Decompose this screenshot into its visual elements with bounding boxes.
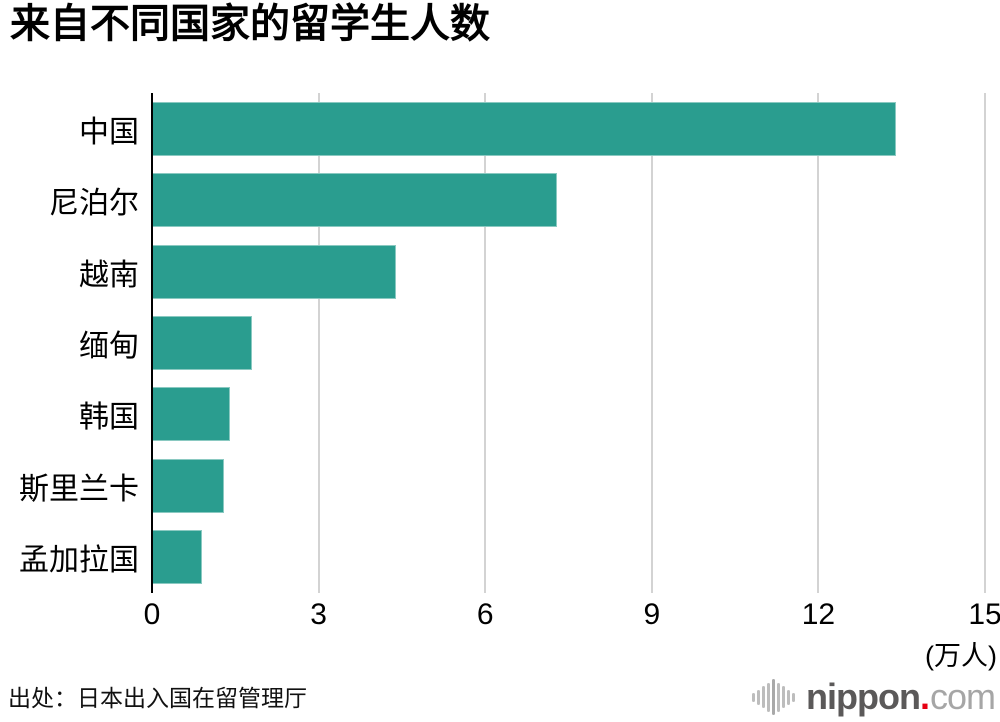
- x-tick-label: 3: [310, 598, 327, 631]
- logo-dot: .: [919, 676, 930, 717]
- category-label: 韩国: [79, 401, 139, 435]
- bar-row: 越南: [79, 236, 985, 307]
- soundwave-icon: [751, 677, 796, 717]
- x-tick-label: 12: [801, 598, 836, 631]
- bar-row: 中国: [79, 93, 985, 164]
- source-text: 出处：日本出入国在留管理厅: [8, 685, 307, 711]
- y-axis-line: [151, 93, 153, 593]
- bar-0: [152, 101, 897, 156]
- bar-row: 缅甸: [79, 307, 985, 378]
- bar-3: [152, 315, 252, 370]
- axis-unit-label: (万人): [925, 641, 997, 671]
- bar-row: 尼泊尔: [49, 164, 985, 235]
- gridline: [650, 93, 653, 593]
- category-label: 斯里兰卡: [19, 472, 139, 506]
- category-label: 越南: [79, 258, 139, 292]
- x-axis-labels: 0 3 6 9 12 15: [144, 598, 1000, 634]
- logo-text-com: com: [929, 676, 996, 717]
- plot-area: 中国尼泊尔越南缅甸韩国斯里兰卡孟加拉国: [19, 93, 986, 593]
- bar-1: [152, 173, 558, 228]
- chart-title: 来自不同国家的留学生人数: [10, 2, 490, 46]
- x-tick-label: 0: [143, 598, 161, 631]
- nippon-logo: nippon . com: [751, 676, 996, 718]
- category-label: 孟加拉国: [19, 544, 139, 578]
- x-tick-label: 15: [968, 598, 1000, 631]
- category-label: 缅甸: [79, 329, 139, 363]
- gridline: [317, 93, 320, 593]
- bar-5: [152, 458, 225, 513]
- category-label: 尼泊尔: [49, 187, 139, 221]
- bars-container: 中国尼泊尔越南缅甸韩国斯里兰卡孟加拉国: [19, 93, 985, 593]
- bar-row: 孟加拉国: [19, 522, 985, 593]
- bar-row: 斯里兰卡: [19, 450, 985, 521]
- gridline: [817, 93, 820, 593]
- logo-text-nippon: nippon: [806, 676, 921, 717]
- bar-row: 韩国: [79, 379, 985, 450]
- bar-4: [152, 387, 230, 442]
- x-tick-label: 6: [476, 598, 494, 631]
- gridline: [484, 93, 487, 593]
- gridline: [984, 93, 986, 593]
- bar-6: [152, 530, 202, 585]
- bar-2: [152, 244, 397, 299]
- x-tick-label: 9: [643, 598, 661, 631]
- category-label: 中国: [79, 115, 139, 149]
